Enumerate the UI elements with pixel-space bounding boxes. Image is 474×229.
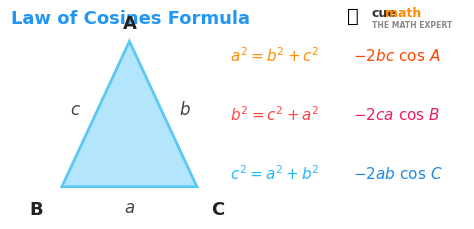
Text: Law of Cosines Formula: Law of Cosines Formula	[11, 11, 250, 28]
Text: math: math	[384, 7, 421, 20]
Text: $- 2\it{bc}\ \mathrm{cos}\ \it{A}$: $- 2\it{bc}\ \mathrm{cos}\ \it{A}$	[353, 48, 440, 64]
Text: C: C	[211, 200, 224, 218]
Text: $\it{a}^2 = \it{b}^2 + \it{c}^2$: $\it{a}^2 = \it{b}^2 + \it{c}^2$	[229, 46, 319, 65]
Polygon shape	[62, 42, 197, 187]
Text: 🚀: 🚀	[347, 7, 359, 26]
Text: cue: cue	[372, 7, 396, 20]
Text: b: b	[179, 101, 190, 119]
Text: B: B	[30, 200, 43, 218]
Text: a: a	[124, 198, 135, 216]
Text: $- 2\it{ca}\ \mathrm{cos}\ \it{B}$: $- 2\it{ca}\ \mathrm{cos}\ \it{B}$	[353, 106, 440, 123]
Text: $- 2\it{ab}\ \mathrm{cos}\ \it{C}$: $- 2\it{ab}\ \mathrm{cos}\ \it{C}$	[353, 165, 443, 181]
Text: A: A	[122, 15, 137, 33]
Text: $\it{c}^2 = \it{a}^2 + \it{b}^2$: $\it{c}^2 = \it{a}^2 + \it{b}^2$	[229, 164, 319, 183]
Text: THE MATH EXPERT: THE MATH EXPERT	[373, 21, 453, 30]
Text: c: c	[71, 101, 80, 119]
Text: $\it{b}^2 = \it{c}^2 + \it{a}^2$: $\it{b}^2 = \it{c}^2 + \it{a}^2$	[229, 105, 319, 124]
